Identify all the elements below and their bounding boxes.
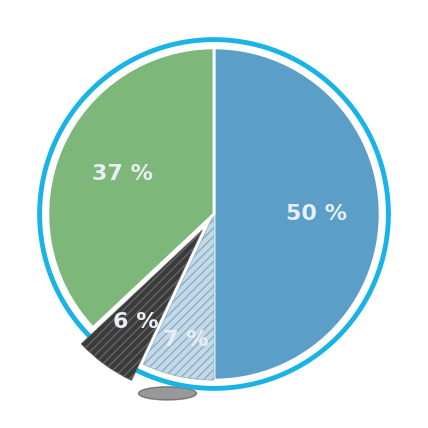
Wedge shape bbox=[214, 48, 380, 380]
Wedge shape bbox=[143, 214, 214, 380]
Text: 7 %: 7 % bbox=[163, 330, 208, 351]
Text: 6 %: 6 % bbox=[113, 312, 159, 332]
Wedge shape bbox=[48, 48, 214, 328]
Text: 37 %: 37 % bbox=[92, 164, 153, 184]
Ellipse shape bbox=[138, 387, 196, 400]
Wedge shape bbox=[81, 230, 202, 380]
Text: 50 %: 50 % bbox=[286, 204, 348, 224]
